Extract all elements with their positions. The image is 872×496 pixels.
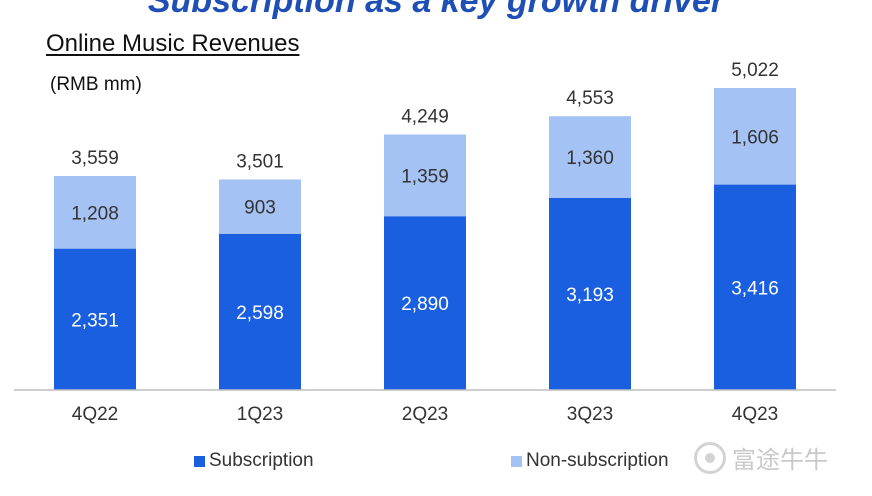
bar-non-subscription-2Q23 (384, 134, 466, 217)
total-label-1Q23: 3,501 (236, 151, 284, 172)
banner-title: Subscription as a key growth driver (147, 0, 725, 20)
bar-non-subscription-1Q23 (219, 179, 301, 234)
futu-logo-icon (694, 441, 726, 474)
bar-non-subscription-3Q23 (549, 116, 631, 198)
x-tick-label-4Q22: 4Q22 (72, 404, 118, 425)
x-tick-label-4Q23: 4Q23 (732, 404, 778, 425)
watermark: 富途牛牛 (694, 440, 828, 475)
bar-subscription-3Q23 (549, 197, 631, 390)
data-label-non-subscription-2Q23: 1,359 (401, 166, 449, 187)
total-label-4Q23: 5,022 (731, 60, 779, 81)
data-label-subscription-4Q22: 2,351 (71, 310, 119, 331)
bar-subscription-2Q23 (384, 216, 466, 390)
chart-title: Online Music Revenues (46, 30, 300, 57)
bar-subscription-4Q23 (714, 184, 796, 390)
unit-label: (RMB mm) (50, 74, 142, 95)
legend-label-subscription: Subscription (209, 450, 314, 471)
x-tick-label-3Q23: 3Q23 (567, 404, 613, 425)
x-tick-label-2Q23: 2Q23 (402, 404, 448, 425)
bar-non-subscription-4Q23 (714, 88, 796, 185)
data-label-non-subscription-4Q23: 1,606 (731, 127, 779, 148)
bar-non-subscription-4Q22 (54, 175, 136, 249)
data-label-subscription-1Q23: 2,598 (236, 303, 284, 324)
data-label-non-subscription-3Q23: 1,360 (566, 148, 614, 169)
data-label-non-subscription-1Q23: 903 (244, 198, 276, 219)
total-label-4Q22: 3,559 (71, 148, 119, 169)
total-label-2Q23: 4,249 (401, 106, 449, 127)
watermark-text: 富途牛牛 (732, 447, 828, 474)
x-tick-label-1Q23: 1Q23 (237, 404, 283, 425)
total-label-3Q23: 4,553 (566, 88, 614, 109)
legend-swatch-non-subscription (511, 455, 522, 467)
data-label-subscription-4Q23: 3,416 (731, 278, 779, 299)
legend-subscription: Subscription (194, 450, 314, 472)
data-label-subscription-3Q23: 3,193 (566, 285, 614, 306)
data-label-subscription-2Q23: 2,890 (401, 294, 449, 315)
legend-non-subscription: Non-subscription (511, 450, 669, 472)
legend-swatch-subscription (194, 455, 205, 467)
bar-subscription-1Q23 (219, 233, 301, 390)
legend-label-non-subscription: Non-subscription (526, 450, 669, 471)
data-label-non-subscription-4Q22: 1,208 (71, 203, 119, 224)
bar-subscription-4Q22 (54, 248, 136, 390)
